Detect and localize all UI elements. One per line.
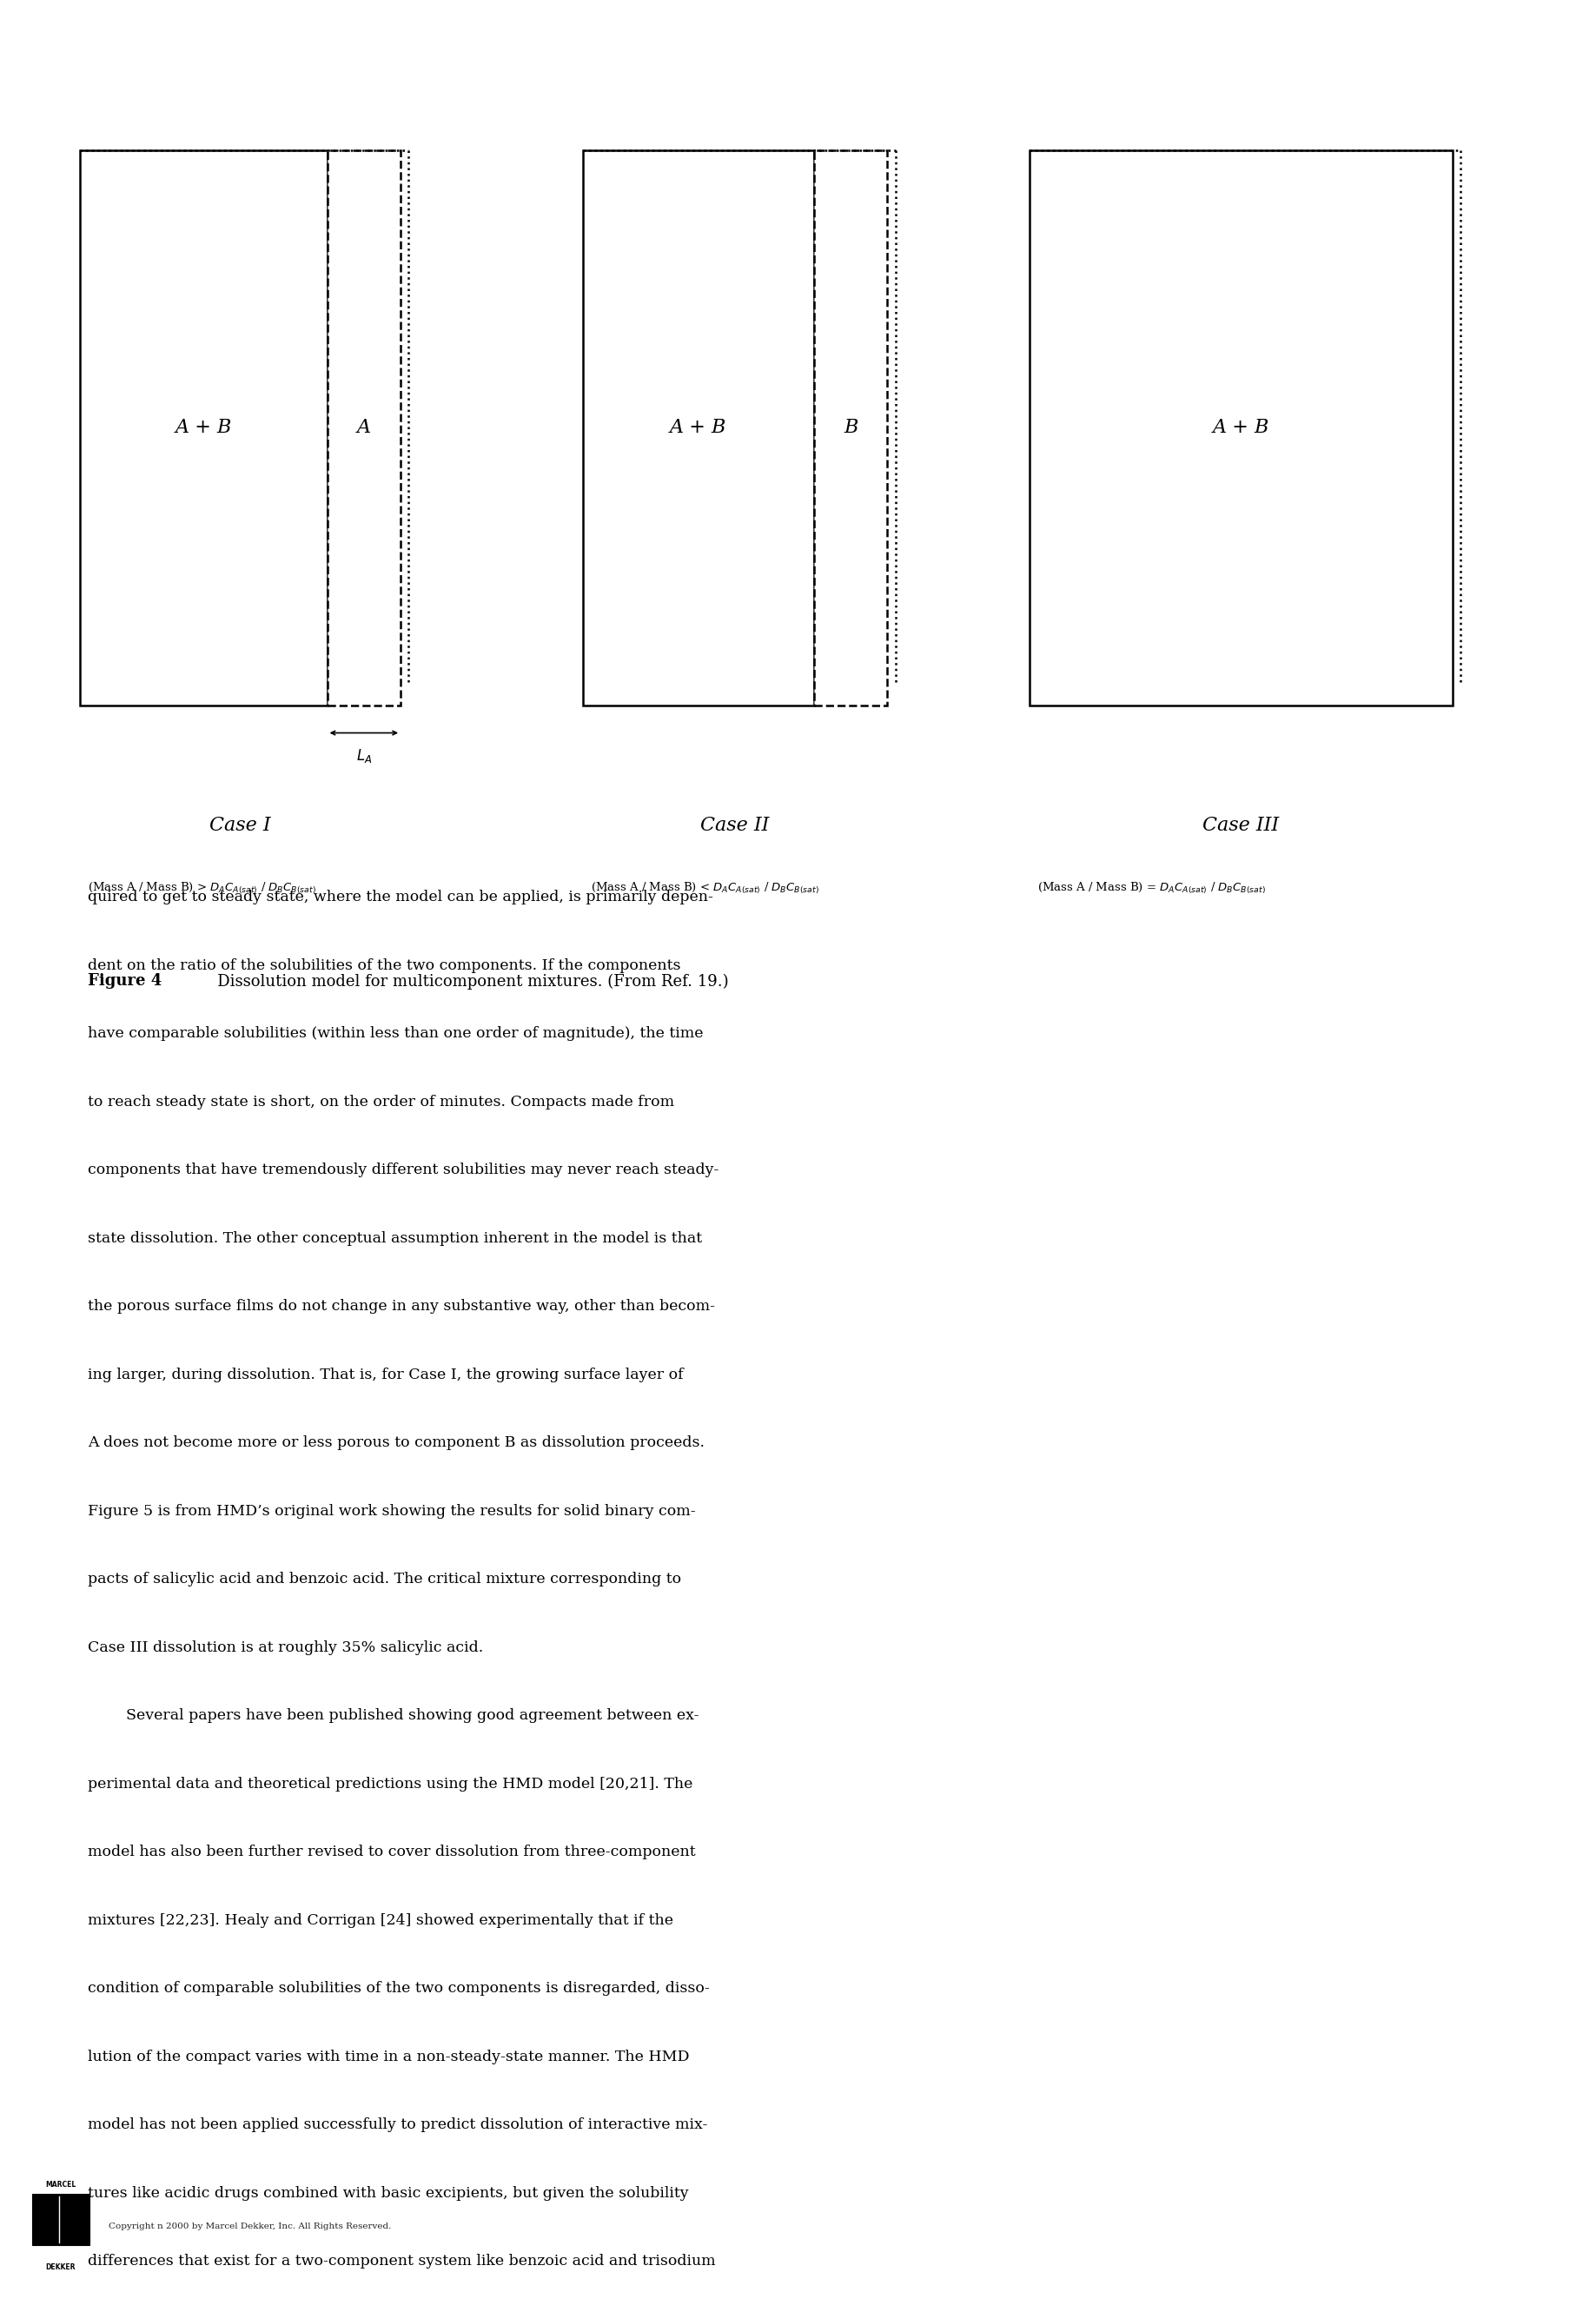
Text: perimental data and theoretical predictions using the HMD model [20,21]. The: perimental data and theoretical predicti… <box>88 1776 693 1792</box>
Text: Figure 4: Figure 4 <box>88 973 161 990</box>
Bar <box>1029 150 1452 705</box>
Text: A + B: A + B <box>670 418 726 437</box>
Text: mixtures [22,23]. Healy and Corrigan [24] showed experimentally that if the: mixtures [22,23]. Healy and Corrigan [24… <box>88 1914 674 1928</box>
Text: have comparable solubilities (within less than one order of magnitude), the time: have comparable solubilities (within les… <box>88 1027 704 1040</box>
Bar <box>583 150 814 705</box>
Text: A + B: A + B <box>1213 418 1269 437</box>
Text: A + B: A + B <box>176 418 231 437</box>
Text: Dissolution model for multicomponent mixtures. (From Ref. 19.): Dissolution model for multicomponent mix… <box>203 973 729 990</box>
Text: $L_A$: $L_A$ <box>356 747 372 765</box>
Text: tures like acidic drugs combined with basic excipients, but given the solubility: tures like acidic drugs combined with ba… <box>88 2187 688 2201</box>
Text: B: B <box>844 418 857 437</box>
Text: (Mass A / Mass B) > $D_AC_{A(sat)}$ / $D_BC_{B(sat)}$: (Mass A / Mass B) > $D_AC_{A(sat)}$ / $D… <box>88 881 316 895</box>
Text: pacts of salicylic acid and benzoic acid. The critical mixture corresponding to: pacts of salicylic acid and benzoic acid… <box>88 1572 681 1586</box>
Text: Case III dissolution is at roughly 35% salicylic acid.: Case III dissolution is at roughly 35% s… <box>88 1642 484 1655</box>
Text: to reach steady state is short, on the order of minutes. Compacts made from: to reach steady state is short, on the o… <box>88 1096 675 1110</box>
Text: Case III: Case III <box>1203 816 1278 835</box>
Text: (Mass A / Mass B) = $D_AC_{A(sat)}$ / $D_BC_{B(sat)}$: (Mass A / Mass B) = $D_AC_{A(sat)}$ / $D… <box>1037 881 1266 895</box>
Text: Copyright n 2000 by Marcel Dekker, Inc. All Rights Reserved.: Copyright n 2000 by Marcel Dekker, Inc. … <box>109 2222 391 2231</box>
Text: dent on the ratio of the solubilities of the two components. If the components: dent on the ratio of the solubilities of… <box>88 959 681 973</box>
Text: ing larger, during dissolution. That is, for Case I, the growing surface layer o: ing larger, during dissolution. That is,… <box>88 1369 683 1383</box>
Text: quired to get to steady state, where the model can be applied, is primarily depe: quired to get to steady state, where the… <box>88 890 713 904</box>
Text: Case I: Case I <box>209 816 271 835</box>
Bar <box>327 150 401 705</box>
Text: Figure 5 is from HMD’s original work showing the results for solid binary com-: Figure 5 is from HMD’s original work sho… <box>88 1503 696 1519</box>
Text: the porous surface films do not change in any substantive way, other than becom-: the porous surface films do not change i… <box>88 1299 715 1313</box>
Text: model has not been applied successfully to predict dissolution of interactive mi: model has not been applied successfully … <box>88 2118 707 2132</box>
Bar <box>32 2194 89 2245</box>
Text: Case II: Case II <box>701 816 769 835</box>
Text: condition of comparable solubilities of the two components is disregarded, disso: condition of comparable solubilities of … <box>88 1981 710 1995</box>
Bar <box>80 150 327 705</box>
Text: lution of the compact varies with time in a non-steady-state manner. The HMD: lution of the compact varies with time i… <box>88 2048 689 2065</box>
Text: A does not become more or less porous to component B as dissolution proceeds.: A does not become more or less porous to… <box>88 1436 704 1450</box>
Text: state dissolution. The other conceptual assumption inherent in the model is that: state dissolution. The other conceptual … <box>88 1230 702 1246</box>
Text: components that have tremendously different solubilities may never reach steady-: components that have tremendously differ… <box>88 1163 718 1177</box>
Text: MARCEL: MARCEL <box>45 2180 77 2189</box>
Text: DEKKER: DEKKER <box>46 2263 75 2270</box>
Text: Several papers have been published showing good agreement between ex-: Several papers have been published showi… <box>88 1709 699 1722</box>
Text: differences that exist for a two-component system like benzoic acid and trisodiu: differences that exist for a two-compone… <box>88 2254 715 2268</box>
Text: (Mass A / Mass B) < $D_AC_{A(sat)}$ / $D_BC_{B(sat)}$: (Mass A / Mass B) < $D_AC_{A(sat)}$ / $D… <box>591 881 819 895</box>
Text: model has also been further revised to cover dissolution from three-component: model has also been further revised to c… <box>88 1845 696 1859</box>
Text: A: A <box>358 418 370 437</box>
Bar <box>814 150 887 705</box>
